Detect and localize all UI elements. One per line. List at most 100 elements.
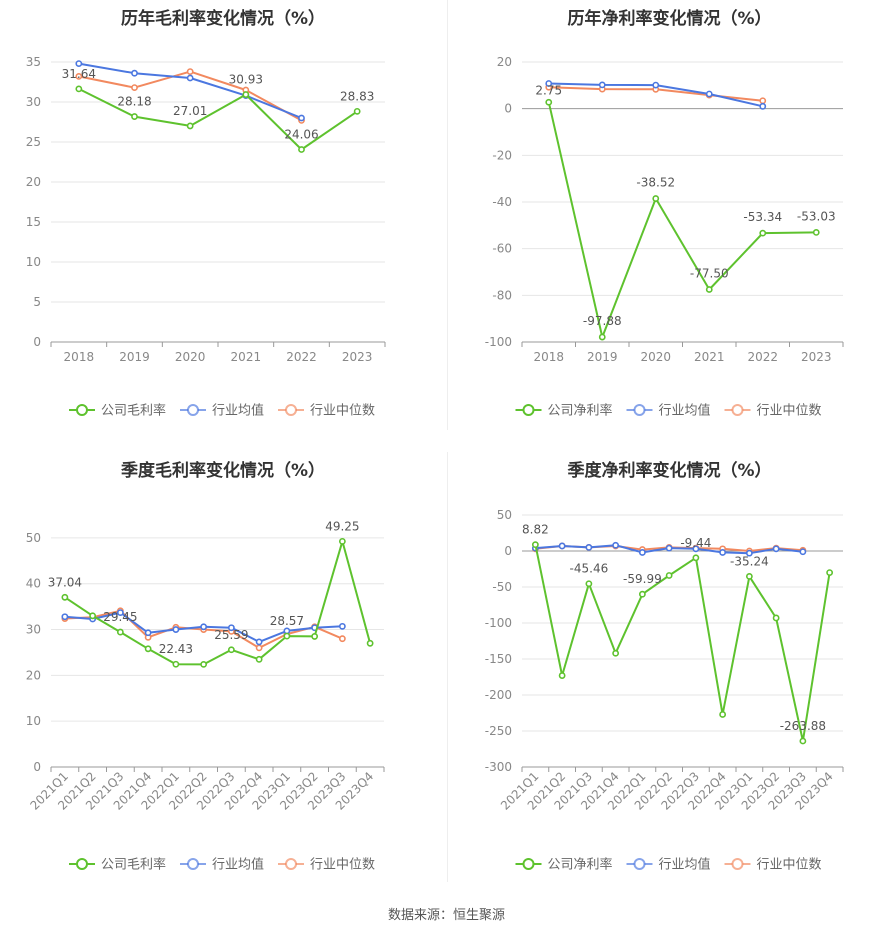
legend-marker — [76, 858, 88, 870]
data-point-avg — [705, 90, 713, 98]
legend-label: 公司净利率 — [548, 403, 613, 419]
data-point-company — [545, 98, 553, 106]
data-point-median — [759, 97, 767, 105]
data-source-note: 数据来源：恒生聚源 — [387, 908, 505, 923]
legend-marker — [633, 404, 646, 416]
legend-marker — [187, 404, 199, 416]
data-point-company — [612, 649, 620, 657]
series-line-company — [64, 540, 372, 666]
data-point-company — [692, 554, 700, 562]
quarterly-net-margin-chart: 季度净利率变化情况（%） -300 -250 -200 -150 -100 -50 0 50 2… — [446, 450, 893, 890]
data-label: 22.43 — [159, 642, 193, 656]
data-label: 25.59 — [214, 628, 248, 642]
x-tick-label: 2022 — [286, 350, 317, 364]
x-tick-label: 2018 — [533, 350, 564, 364]
data-label: -53.03 — [797, 209, 836, 223]
data-label: -9.44 — [680, 536, 711, 550]
legend-item-company: 公司净利率 — [515, 403, 613, 419]
data-label: -35.24 — [730, 554, 769, 568]
legend-item-company: 公司毛利率 — [69, 857, 166, 873]
legend-marker — [522, 404, 535, 416]
data-point-avg — [772, 545, 780, 553]
data-label: 24.06 — [284, 128, 318, 142]
y-tick-label: -150 — [485, 652, 512, 666]
y-tick-label: -200 — [485, 688, 512, 702]
data-point-avg — [598, 81, 606, 89]
legend-item-avg: 行业均值 — [180, 403, 264, 419]
data-point-company — [144, 645, 152, 653]
data-point-avg — [338, 622, 346, 630]
data-point-avg — [75, 60, 83, 67]
data-point-company — [799, 737, 807, 745]
data-point-avg — [255, 638, 263, 646]
y-tick-label: 5 — [33, 295, 41, 309]
chart-title: 季度毛利率变化情况（%） — [120, 461, 326, 481]
data-point-avg — [799, 548, 807, 556]
data-point-avg — [585, 544, 593, 551]
data-point-avg — [144, 629, 152, 637]
data-point-company — [366, 639, 374, 647]
y-tick-label: 10 — [26, 714, 41, 728]
x-tick-label: 2022 — [747, 350, 778, 364]
legend-marker — [633, 858, 646, 870]
data-point-company — [255, 655, 263, 663]
data-point-company — [311, 633, 319, 640]
data-point-company — [826, 569, 834, 576]
y-tick-label: 0 — [504, 102, 512, 116]
data-point-company — [585, 580, 593, 588]
x-tick-label: 2020 — [175, 350, 206, 364]
data-point-company — [705, 286, 713, 293]
data-point-company — [75, 85, 83, 93]
data-point-median — [338, 635, 346, 643]
legend-item-company: 公司毛利率 — [69, 403, 166, 419]
data-point-company — [200, 660, 208, 668]
annual-gross-margin-chart: 历年毛利率变化情况（%） 0 5 10 15 20 25 30 35 2018 2019 2020 2… — [0, 0, 446, 430]
data-point-company — [172, 660, 180, 668]
y-tick-label: -100 — [485, 335, 512, 349]
legend-item-median: 行业中位数 — [724, 404, 822, 419]
data-point-company — [759, 229, 767, 237]
data-label: 8.82 — [522, 523, 549, 537]
legend-marker — [731, 404, 744, 416]
legend-item-median: 行业中位数 — [724, 858, 822, 873]
legend-marker — [187, 858, 199, 870]
data-point-company — [131, 113, 138, 120]
data-point-median — [255, 644, 263, 652]
legend-label: 行业均值 — [659, 403, 711, 419]
x-tick-label: 2019 — [119, 350, 150, 364]
y-tick-label: 30 — [26, 95, 41, 109]
y-tick-label: -50 — [492, 580, 512, 594]
data-point-company — [186, 122, 194, 130]
data-point-avg — [227, 624, 235, 632]
legend-item-avg: 行业均值 — [180, 857, 264, 873]
data-label: 30.93 — [229, 73, 263, 87]
data-label: 49.25 — [325, 519, 359, 533]
data-point-company — [772, 614, 780, 622]
y-tick-label: -40 — [492, 195, 512, 209]
data-point-company — [61, 593, 69, 601]
legend-label: 行业均值 — [212, 403, 264, 419]
data-point-company — [665, 572, 673, 579]
data-point-avg — [558, 542, 566, 550]
series-line-company — [534, 544, 831, 742]
data-point-company — [227, 646, 235, 654]
y-tick-label: -100 — [485, 616, 512, 630]
data-point-company — [283, 632, 291, 640]
y-tick-label: 40 — [26, 577, 41, 591]
data-point-avg — [652, 81, 660, 89]
x-tick-label: 2021 — [231, 350, 262, 364]
legend-marker — [285, 404, 297, 416]
data-label: 27.01 — [173, 104, 207, 118]
data-point-company — [598, 333, 606, 341]
legend-marker — [285, 858, 297, 870]
x-tick-label: 2019 — [587, 350, 618, 364]
data-point-avg — [759, 102, 767, 110]
data-point-avg — [665, 544, 673, 552]
y-tick-label: -20 — [492, 148, 512, 162]
y-tick-label: -300 — [485, 760, 512, 774]
data-label: -59.99 — [623, 572, 662, 586]
data-point-avg — [692, 545, 700, 553]
data-point-company — [652, 195, 660, 202]
legend-label: 行业中位数 — [310, 858, 375, 873]
data-point-avg — [61, 613, 69, 621]
